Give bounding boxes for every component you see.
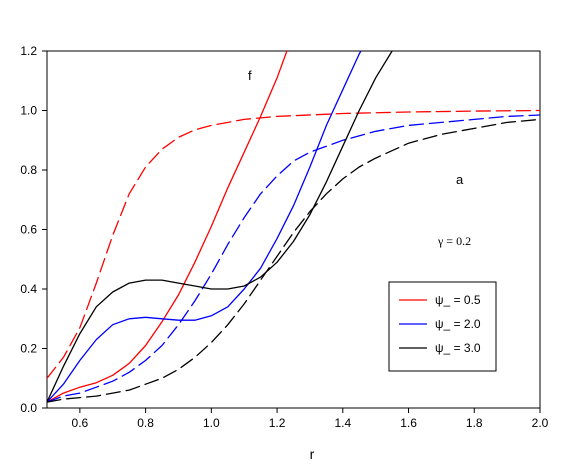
- y-tick-label: 0.4: [20, 282, 37, 296]
- y-tick-label: 0.2: [20, 342, 37, 356]
- legend-label: ψ_ = 2.0: [435, 317, 481, 331]
- series-line-a-ff0000: [47, 109, 540, 379]
- curve-label-a: a: [456, 172, 464, 187]
- x-tick-label: 1.8: [466, 416, 483, 430]
- series-layer: [47, 51, 540, 403]
- x-tick-label: 0.8: [137, 416, 154, 430]
- y-tick-label: 0.8: [20, 163, 37, 177]
- legend-box: [388, 281, 497, 372]
- y-tick-label: 1.2: [20, 44, 37, 58]
- axes-layer: 0.6 0.8 1.0 1.2 1.4 1.6 1.8 2.0 0.0 0.2 0.4 0.6 0.8 1…: [20, 44, 548, 430]
- x-axis-title: r: [310, 446, 315, 462]
- series-line-a-0000ff: [47, 114, 540, 403]
- series-line-f-ff0000: [47, 51, 288, 403]
- y-tick-label: 0.6: [20, 223, 37, 237]
- x-tick-label: 1.0: [203, 416, 220, 430]
- curve-label-f: f: [248, 68, 252, 83]
- x-tick-label: 1.2: [269, 416, 286, 430]
- legend: ψ_ = 0.5 ψ_ = 2.0 ψ_ = 3.0: [388, 281, 497, 372]
- legend-label: ψ_ = 0.5: [435, 293, 481, 307]
- series-line-f-0000ff: [47, 51, 362, 403]
- x-tick-label: 2.0: [532, 416, 549, 430]
- gamma-annotation: γ = 0.2: [437, 234, 471, 248]
- y-tick-label: 1.0: [20, 104, 37, 118]
- legend-label: ψ_ = 3.0: [435, 341, 481, 355]
- series-line-f-000000: [47, 51, 393, 403]
- x-tick-label: 1.4: [334, 416, 351, 430]
- series-line-a-000000: [47, 118, 540, 403]
- x-tick-label: 0.6: [72, 416, 89, 430]
- y-tick-label: 0.0: [20, 401, 37, 415]
- x-tick-label: 1.6: [400, 416, 417, 430]
